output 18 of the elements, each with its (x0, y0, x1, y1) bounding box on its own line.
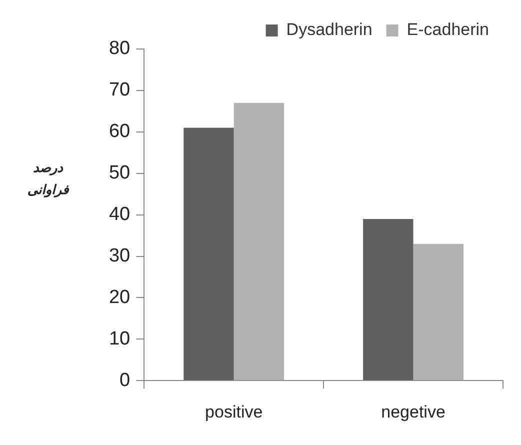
y-tick-label: 40 (108, 204, 130, 226)
x-tick-label: negetive (381, 402, 446, 422)
y-tick-label: 20 (108, 286, 130, 308)
y-tick-label: 30 (108, 245, 130, 266)
y-axis-title: درصد فراوانی (26, 160, 70, 200)
y-tick-label: 60 (108, 121, 130, 142)
bar (363, 218, 414, 380)
y-tick-label: 0 (120, 370, 130, 391)
legend-label: E-cadherin (406, 20, 490, 40)
legend-label: Dysadherin (286, 20, 372, 40)
x-tick-label: positive (205, 402, 263, 422)
y-tick-label: 80 (108, 38, 130, 60)
y-tick-label: 10 (108, 328, 130, 350)
bar (184, 128, 234, 380)
y-tick-label: 50 (108, 162, 130, 184)
bar (413, 244, 464, 380)
y-tick-label: 70 (108, 80, 130, 101)
bar (234, 102, 284, 380)
